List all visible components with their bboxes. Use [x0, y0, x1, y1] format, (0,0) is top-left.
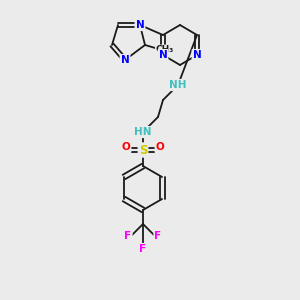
Text: F: F: [154, 231, 162, 241]
Text: N: N: [193, 50, 201, 60]
Text: O: O: [122, 142, 130, 152]
Text: N: N: [121, 55, 129, 65]
Text: F: F: [124, 231, 132, 241]
Text: S: S: [139, 143, 147, 157]
Text: N: N: [159, 50, 167, 60]
Text: HN: HN: [134, 127, 152, 137]
Text: NH: NH: [169, 80, 187, 90]
Text: N: N: [136, 20, 144, 30]
Text: O: O: [156, 142, 164, 152]
Text: F: F: [140, 244, 147, 254]
Text: CH₃: CH₃: [156, 46, 174, 55]
